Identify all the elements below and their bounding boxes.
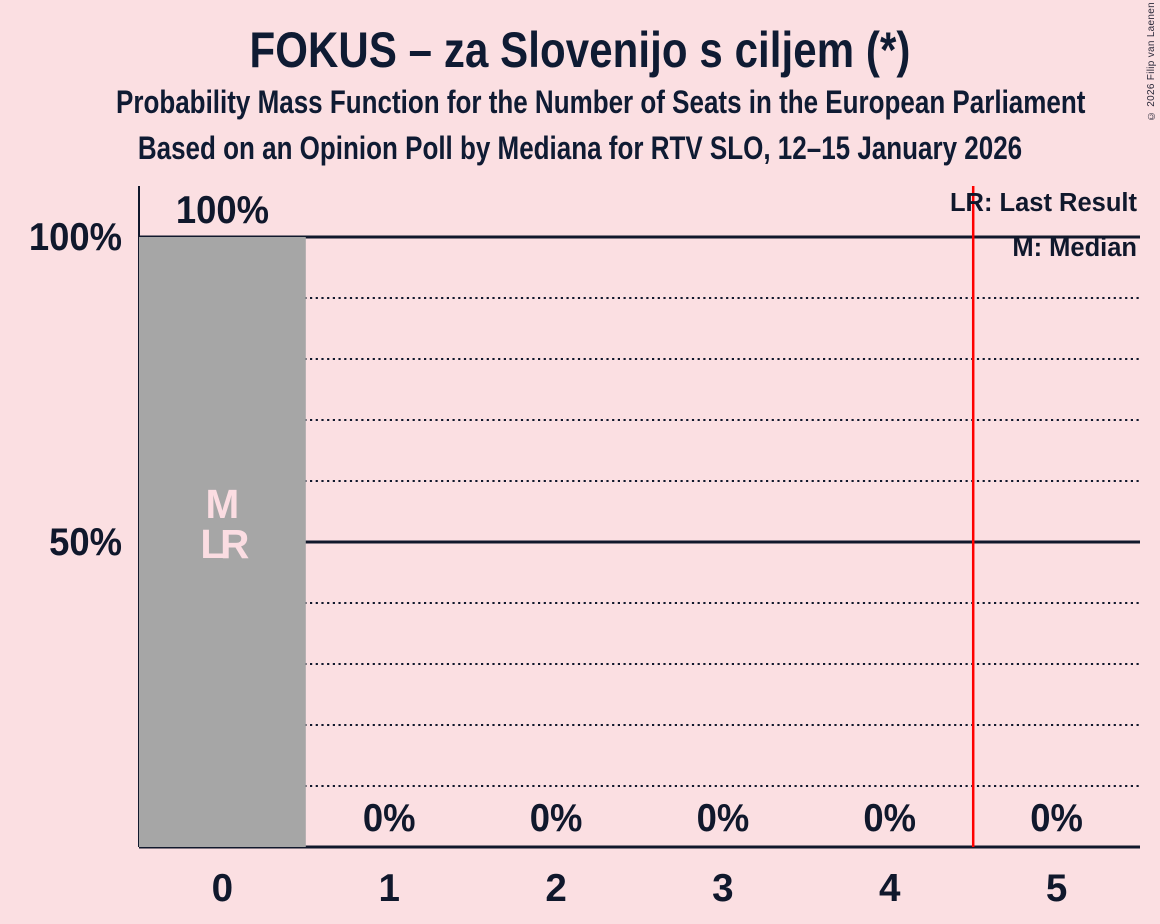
svg-text:100%: 100% <box>29 215 122 258</box>
svg-text:50%: 50% <box>49 520 122 563</box>
svg-text:0%: 0% <box>697 796 750 839</box>
svg-text:0%: 0% <box>1030 796 1083 839</box>
svg-text:0%: 0% <box>863 796 916 839</box>
svg-text:LR: LR <box>200 521 249 567</box>
svg-text:4: 4 <box>879 867 901 910</box>
svg-text:5: 5 <box>1046 867 1067 910</box>
svg-text:M: Median: M: Median <box>1012 234 1137 262</box>
svg-text:2: 2 <box>545 867 566 910</box>
svg-text:LR: Last Result: LR: Last Result <box>950 189 1138 217</box>
svg-text:0%: 0% <box>363 796 416 839</box>
svg-text:1: 1 <box>378 867 399 910</box>
svg-text:0%: 0% <box>530 796 583 839</box>
svg-text:100%: 100% <box>176 188 269 231</box>
svg-text:0: 0 <box>212 867 233 910</box>
svg-text:3: 3 <box>712 867 733 910</box>
